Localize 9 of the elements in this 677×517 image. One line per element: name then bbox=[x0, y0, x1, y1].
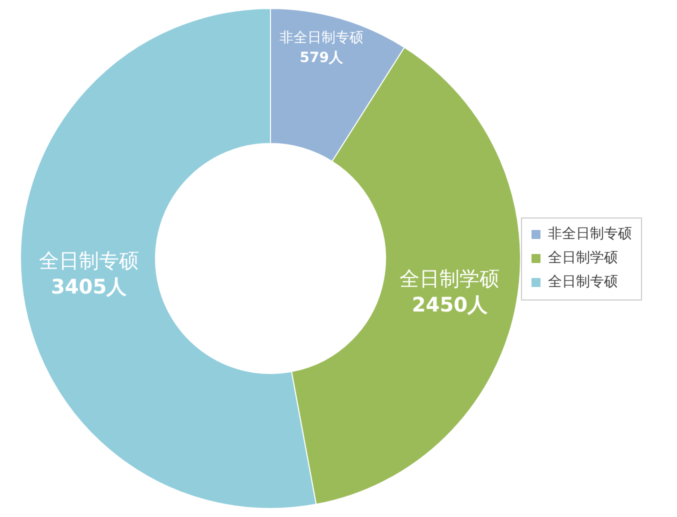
legend-label: 全日制学硕 bbox=[548, 250, 618, 266]
data-label: 2450人 bbox=[412, 292, 489, 316]
slice-label: 全日制专硕 bbox=[38, 248, 139, 272]
data-label: 579人 bbox=[300, 50, 344, 66]
slice-label: 全日制学硕 bbox=[400, 266, 500, 290]
legend-label: 全日制专硕 bbox=[548, 274, 618, 290]
data-label: 3405人 bbox=[50, 274, 128, 298]
slice-label: 非全日制专硕 bbox=[279, 30, 364, 46]
legend-label: 非全日制专硕 bbox=[548, 226, 632, 242]
